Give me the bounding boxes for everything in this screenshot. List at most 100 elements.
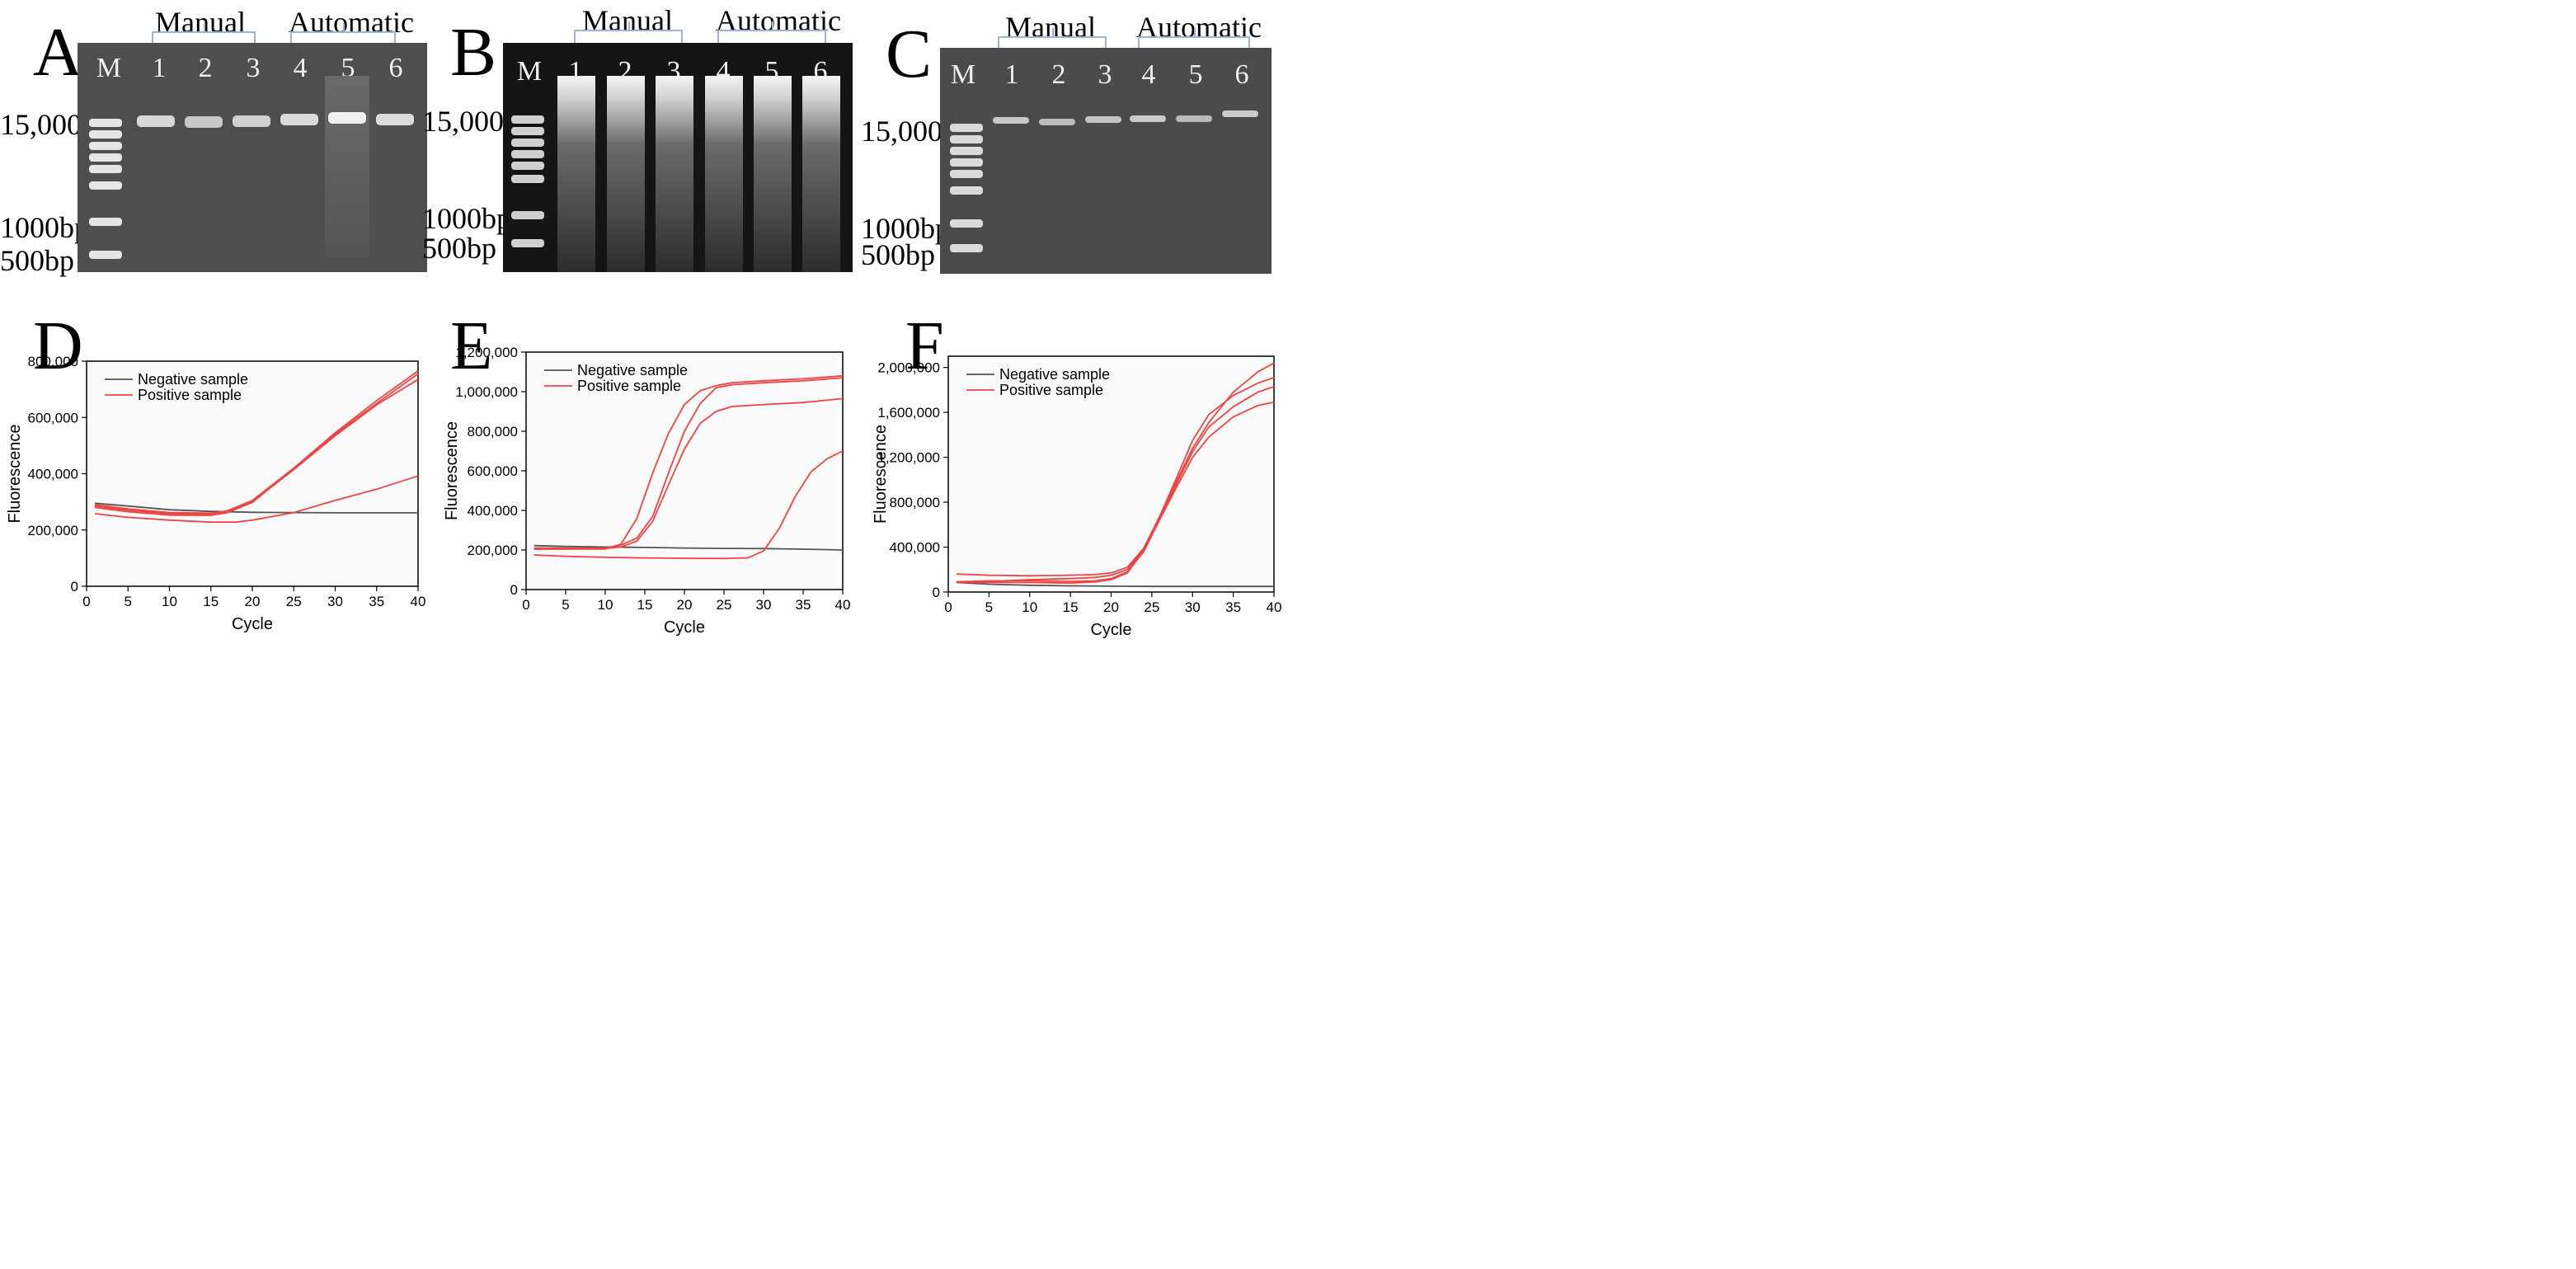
ladder-band [950, 158, 983, 167]
gel-band [233, 115, 270, 127]
y-tick-label: 800,000 [28, 354, 78, 369]
gel-image-a: M 1 2 3 4 5 6 [78, 43, 427, 272]
lane-label-m: M [96, 53, 122, 83]
x-tick-label: 10 [162, 594, 177, 609]
lane-label-2: 2 [1051, 59, 1066, 90]
ladder-band [511, 239, 544, 247]
x-axis-label: Cycle [1090, 621, 1131, 639]
x-tick-label: 15 [203, 594, 219, 609]
panel-c-bp-500: 500bp [861, 238, 935, 271]
ladder-band [511, 115, 544, 124]
x-tick-label: 0 [944, 599, 952, 615]
lane-smear [705, 76, 743, 272]
series-line-positive [534, 397, 844, 550]
ladder-band [950, 219, 983, 228]
x-tick-label: 5 [125, 594, 132, 609]
series-line-positive [94, 475, 419, 524]
chart-d: 0 5 10 15 20 25 30 35 40 0 200,000 400,000 600,000 80… [6, 354, 426, 633]
ladder-band [89, 218, 122, 226]
series-line-negative [534, 544, 844, 551]
series-line-positive [534, 450, 844, 560]
ladder-band [511, 127, 544, 135]
series-line-negative [956, 581, 1274, 588]
y-tick-label: 2,000,000 [877, 360, 940, 376]
panel-letter-d: D [33, 308, 83, 384]
panel-letter-f: F [905, 308, 944, 384]
panel-b-bracket-manual [574, 21, 683, 43]
gel-band [1130, 115, 1166, 122]
ladder-band [89, 165, 122, 173]
x-tick-label: 20 [677, 597, 693, 613]
x-tick-label: 20 [245, 594, 261, 609]
ladder-band [950, 135, 983, 143]
ladder-band [950, 124, 983, 132]
x-tick-label: 0 [522, 597, 529, 613]
gel-band [137, 115, 175, 127]
panel-a-bracket-automatic [290, 23, 396, 45]
legend-label: Positive sample [577, 378, 681, 394]
lane-smear [754, 76, 792, 272]
y-tick-label: 0 [510, 582, 518, 598]
lane-label-1: 1 [152, 53, 167, 83]
y-tick-label: 200,000 [468, 543, 518, 558]
ladder-band [950, 186, 983, 195]
legend-label: Positive sample [999, 382, 1103, 398]
ladder-band [89, 153, 122, 162]
ladder-band [89, 142, 122, 150]
series-line-positive [94, 373, 419, 516]
panel-b-bp-1000: 1000bp [422, 202, 511, 235]
chart-f: 0 5 10 15 20 25 30 35 40 0 400,000 800,000 1,200,000… [872, 355, 1282, 639]
y-axis-label: Fluorescence [443, 421, 461, 520]
gel-band [280, 114, 318, 125]
panel-a-bp-1000: 1000bp [0, 211, 89, 244]
y-tick-label: 600,000 [28, 410, 78, 425]
lane-smear [656, 76, 693, 272]
lane-label-3: 3 [246, 53, 261, 83]
gel-image-b: M 1 2 3 4 5 6 [503, 43, 853, 272]
x-tick-label: 15 [1063, 599, 1079, 615]
x-tick-label: 35 [369, 594, 384, 609]
plot-frame [525, 351, 844, 590]
ladder-band [89, 119, 122, 127]
series-line-positive [94, 370, 419, 515]
ladder-band [89, 181, 122, 190]
ladder-band [511, 162, 544, 170]
ladder-band [511, 211, 544, 219]
legend-label: Negative sample [138, 371, 248, 388]
y-tick-label: 600,000 [468, 463, 518, 479]
x-tick-label: 30 [1185, 599, 1201, 615]
y-tick-label: 1,200,000 [455, 345, 518, 360]
ladder-band [511, 150, 544, 158]
series-line-negative [94, 502, 418, 514]
gel-band [328, 112, 366, 124]
x-tick-label: 30 [327, 594, 343, 609]
ladder-band [950, 170, 983, 178]
panel-c-bracket-manual [998, 28, 1107, 49]
gel-band [1039, 119, 1075, 125]
x-tick-label: 15 [637, 597, 653, 613]
y-tick-label: 400,000 [28, 467, 78, 482]
panel-letter-c: C [886, 16, 933, 92]
panel-letter-b: B [450, 14, 497, 91]
y-axis-label: Fluorescence [872, 425, 890, 524]
x-tick-label: 40 [411, 594, 426, 609]
panel-a-bracket-manual [152, 23, 256, 45]
ladder-band [511, 139, 544, 147]
x-tick-label: 5 [562, 597, 569, 613]
lane-label-3: 3 [1098, 59, 1112, 90]
x-tick-label: 10 [1022, 599, 1037, 615]
gel-band [185, 116, 223, 128]
lane-label-m: M [516, 56, 543, 87]
lane-smear [802, 76, 840, 272]
x-axis-label: Cycle [664, 618, 705, 637]
x-tick-label: 40 [1267, 599, 1282, 615]
chart-e: 0 5 10 15 20 25 30 35 40 0 200,000 400,000 600,000 80… [443, 345, 850, 637]
panel-b-bp-15000: 15,000bp [422, 105, 534, 138]
ladder-band [89, 251, 122, 259]
lane-label-4: 4 [293, 53, 308, 83]
x-axis-label: Cycle [232, 615, 273, 633]
legend-label: Positive sample [138, 387, 242, 403]
lane-label-4: 4 [1141, 59, 1156, 90]
lane-label-6: 6 [388, 53, 403, 83]
panel-c-bracket-automatic [1138, 28, 1250, 49]
